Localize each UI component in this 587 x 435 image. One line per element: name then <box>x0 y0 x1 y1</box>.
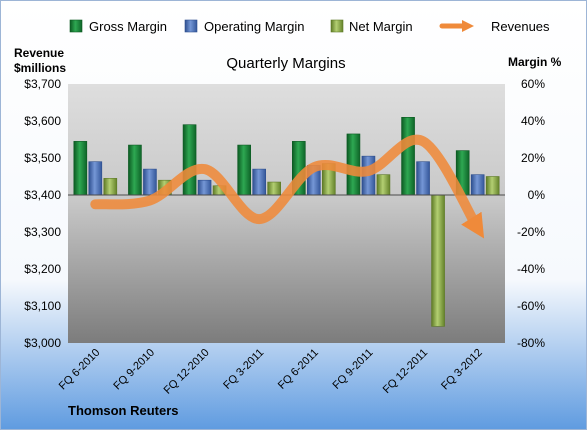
gross-margin-bar <box>128 144 142 196</box>
operating-margin-bar <box>252 168 266 196</box>
operating-margin-bar <box>197 179 212 196</box>
right-tick-label: 60% <box>521 77 545 91</box>
gross-margin-bar <box>182 124 197 196</box>
operating-margin-bar <box>416 161 430 196</box>
operating-margin-bar <box>470 174 485 196</box>
left-tick-label: $3,100 <box>24 299 61 313</box>
bar-series <box>73 117 500 327</box>
gross-margin-bar <box>237 144 251 196</box>
legend-label-gross-margin: Gross Margin <box>89 19 167 34</box>
left-tick-label: $3,600 <box>24 114 61 128</box>
left-axis-label-line2: $millions <box>14 61 66 75</box>
net-margin-bar <box>267 181 281 196</box>
legend-label-operating-margin: Operating Margin <box>204 19 304 34</box>
legend: Gross Margin Operating Margin Net Margin… <box>69 19 550 34</box>
legend-swatch-gross-margin <box>69 19 83 33</box>
right-tick-label: -40% <box>517 262 545 276</box>
gross-margin-bar <box>401 117 415 196</box>
net-margin-bar <box>376 174 391 196</box>
right-axis-label: Margin % <box>508 55 562 69</box>
left-axis-ticks: $3,000 $3,100 $3,200 $3,300 $3,400 $3,500 $3,6… <box>24 77 61 350</box>
gross-margin-bar <box>346 133 361 196</box>
chart-title: Quarterly Margins <box>226 55 345 72</box>
gross-margin-bar <box>73 141 88 196</box>
right-tick-label: 0% <box>528 188 546 202</box>
right-axis-ticks: -80% -60% -40% -20% 0% 20% 40% 60% <box>517 77 545 350</box>
legend-label-revenues: Revenues <box>491 19 550 34</box>
net-margin-bar <box>485 176 500 196</box>
left-axis-label-line1: Revenue <box>14 46 64 60</box>
legend-label-net-margin: Net Margin <box>349 19 413 34</box>
right-tick-label: -20% <box>517 225 545 239</box>
revenues-line <box>90 134 485 239</box>
operating-margin-bar <box>88 161 103 196</box>
left-tick-label: $3,500 <box>24 151 61 165</box>
net-margin-bar <box>431 194 445 327</box>
net-margin-bar <box>103 178 118 196</box>
right-tick-label: 20% <box>521 151 545 165</box>
right-tick-label: 40% <box>521 114 545 128</box>
left-tick-label: $3,400 <box>24 188 61 202</box>
company-label: Thomson Reuters <box>68 403 179 418</box>
operating-margin-bar <box>143 168 157 196</box>
left-tick-label: $3,300 <box>24 225 61 239</box>
left-tick-label: $3,000 <box>24 336 61 350</box>
left-tick-label: $3,200 <box>24 262 61 276</box>
right-tick-label: -80% <box>517 336 545 350</box>
right-tick-label: -60% <box>517 299 545 313</box>
legend-swatch-operating-margin <box>184 19 198 33</box>
left-tick-label: $3,700 <box>24 77 61 91</box>
legend-swatch-net-margin <box>330 19 344 33</box>
